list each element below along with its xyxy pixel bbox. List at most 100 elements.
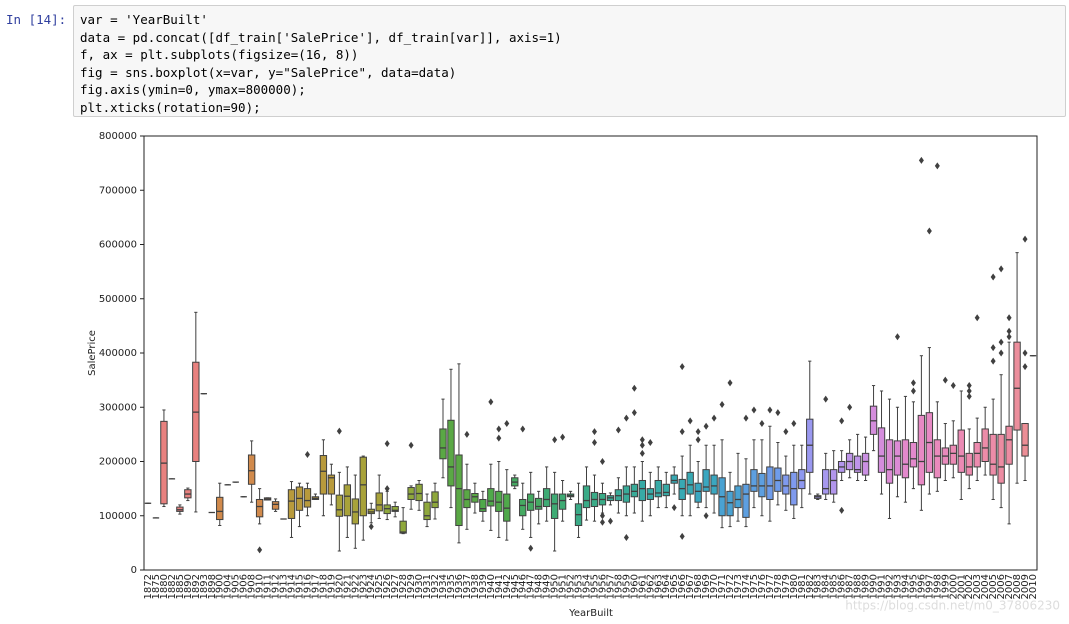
x-tick-label: 1921 [342,574,353,599]
x-tick-label: 1960 [629,574,640,599]
outlier [671,504,677,512]
x-tick-label: 1991 [877,574,888,599]
outlier [599,518,605,526]
box [343,484,352,517]
box [798,469,806,490]
x-tick-label: 1924 [366,574,377,599]
x-tick-label: 1906 [239,574,250,599]
x-tick-label: 1942 [502,574,513,599]
x-tick-label: 1917 [310,574,321,599]
x-tick-label: 1971 [717,574,728,599]
x-tick-label: 1990 [869,574,880,599]
box [957,429,965,473]
code-line: var = 'YearBuilt' [80,12,208,27]
x-tick-label: 1958 [613,574,624,599]
watermark: https://blog.csdn.net/m0_37806230 [845,599,1060,613]
box [686,471,694,495]
box [670,474,678,484]
box [694,482,702,503]
x-tick-label: 1950 [550,574,561,599]
x-tick-label: 1875 [151,574,162,599]
x-tick-label: 1956 [597,574,608,599]
outlier [839,506,845,514]
y-tick-label: 400000 [99,348,137,359]
x-tick-label: 1947 [526,574,537,599]
x-tick-label: 1953 [574,574,585,599]
outlier [615,426,621,434]
outlier [974,314,980,322]
code-line: data = pd.concat([df_train['SalePrice'],… [80,29,562,45]
x-tick-label: 1972 [725,574,736,599]
box [287,489,296,519]
x-tick-label: 1934 [438,574,449,599]
x-tick-label: 1941 [494,574,505,599]
x-tick-label: 1935 [446,574,457,599]
code-line: plt.xticks(rotation=90); [80,99,261,115]
box [542,488,551,508]
outlier [679,428,685,436]
x-tick-label: 1925 [374,574,385,599]
box [335,494,344,517]
outlier [966,387,972,395]
outlier [966,392,972,400]
x-tick-label: 1962 [645,574,656,599]
outlier [679,363,685,371]
outlier [942,376,948,384]
y-tick-label: 500000 [99,294,137,305]
box [247,454,256,485]
box [431,491,439,509]
box [479,498,487,512]
x-tick-label: 1957 [605,574,616,599]
x-tick-label: 1929 [406,574,417,599]
x-tick-label: 1977 [765,574,776,599]
x-tick-label: 1961 [637,574,648,599]
y-tick-label: 600000 [99,240,137,251]
outlier [599,512,605,520]
x-tick-label: 1937 [462,574,473,599]
box [439,428,447,460]
outlier [1006,333,1012,341]
box [726,490,734,517]
outlier [488,398,494,406]
box [455,454,463,527]
box [662,483,670,497]
box [375,492,383,512]
y-tick-label: 100000 [99,511,137,522]
x-tick-label: 1910 [255,574,266,599]
x-tick-label: 1936 [454,574,465,599]
box [319,455,328,495]
x-tick-label: 2000 [948,574,959,599]
x-tick-label: 1946 [518,574,529,599]
x-tick-label: 1967 [685,574,696,599]
box [917,414,926,486]
box [678,478,686,500]
outlier [751,406,757,414]
x-tick-label: 1998 [932,574,943,599]
x-tick-label: 2010 [1028,574,1039,599]
box [774,467,782,492]
outlier [1006,327,1012,335]
outlier [910,379,916,387]
x-tick-label: 2009 [1020,574,1031,599]
x-tick-label: 1994 [900,574,911,599]
box [463,489,471,509]
x-tick-label: 1915 [294,574,305,599]
box [750,469,758,492]
code-cell[interactable]: var = 'YearBuilt' data = pd.concat([df_tr… [73,5,1066,117]
outlier [623,533,629,541]
outlier [591,439,597,447]
x-tick-label: 1892 [191,574,202,599]
outlier [496,425,502,433]
x-tick-label: 1955 [589,574,600,599]
box [861,452,870,476]
outlier [520,425,526,433]
outlier [639,449,645,457]
box [558,493,567,510]
outlier [990,357,996,365]
x-tick-label: 1966 [677,574,688,599]
x-tick-label: 1996 [916,574,927,599]
box [399,520,407,534]
box [997,433,1005,484]
